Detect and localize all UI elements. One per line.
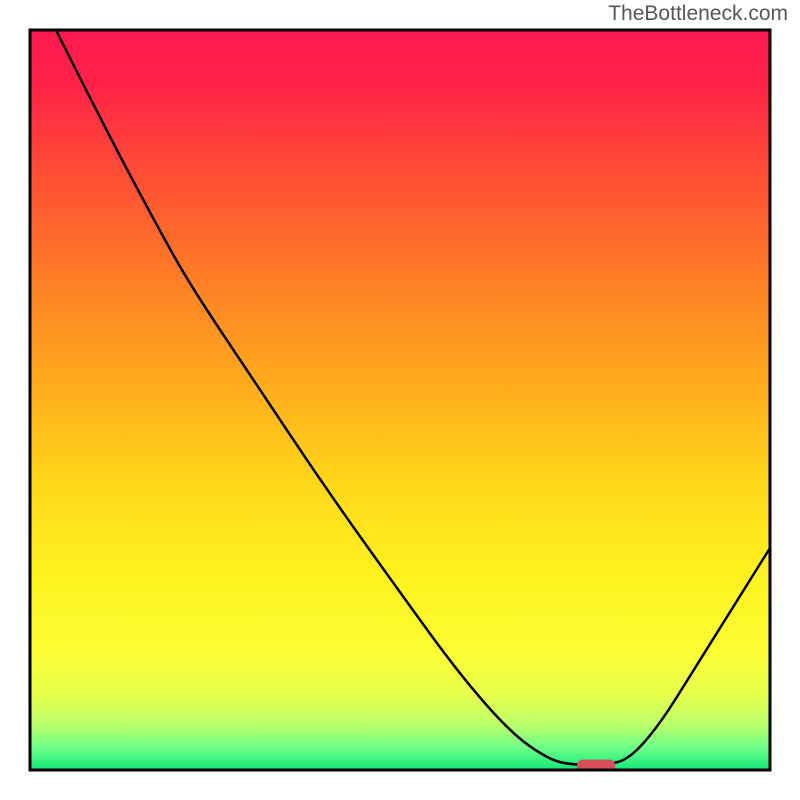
watermark-text: TheBottleneck.com (608, 2, 788, 26)
gradient-background (30, 30, 770, 770)
v-curve-chart (0, 0, 800, 800)
chart-container: TheBottleneck.com (0, 0, 800, 800)
